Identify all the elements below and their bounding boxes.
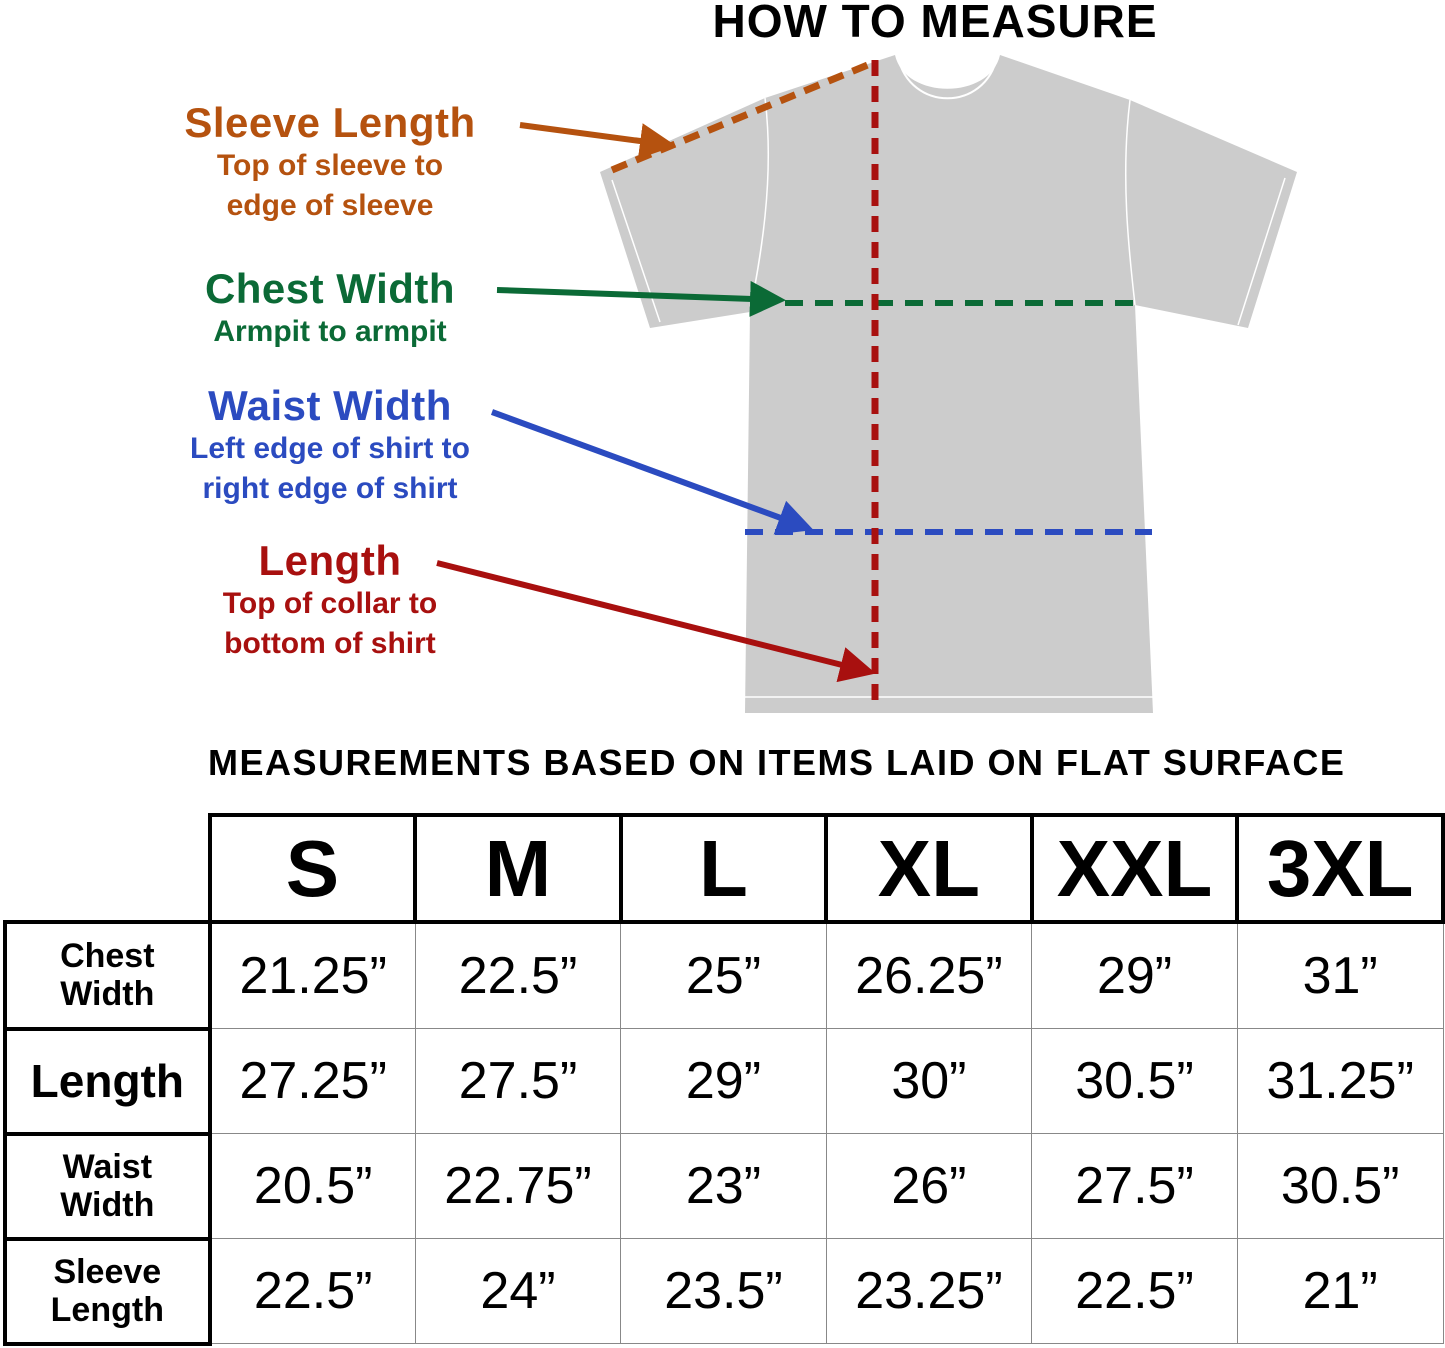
value-cell: 27.5” bbox=[414, 1028, 622, 1134]
sleeve-arrow-icon bbox=[519, 122, 676, 159]
table-subtitle: MEASUREMENTS BASED ON ITEMS LAID ON FLAT… bbox=[208, 742, 1346, 783]
corner-cell bbox=[5, 815, 210, 922]
value-cell: 26” bbox=[825, 1133, 1033, 1239]
row-label-sleeve-length: Sleeve Length bbox=[3, 1236, 212, 1346]
chest-arrow-icon bbox=[496, 280, 786, 317]
value-cell: 27.5” bbox=[1031, 1133, 1238, 1239]
row-label-length: Length bbox=[3, 1026, 212, 1136]
size-header: L bbox=[618, 813, 829, 924]
value-cell: 20.5” bbox=[209, 1133, 416, 1239]
value-cell: 23” bbox=[620, 1133, 827, 1239]
shirt-diagram bbox=[436, 55, 1297, 713]
value-cell: 27.25” bbox=[209, 1028, 416, 1134]
table-row: Waist Width 20.5” 22.75” 23” 26” 27.5” 30… bbox=[3, 1131, 1444, 1241]
sleeve-measure-line bbox=[610, 58, 877, 174]
value-cell: 21” bbox=[1236, 1238, 1444, 1344]
value-cell: 22.5” bbox=[1031, 1238, 1238, 1344]
value-cell: 30” bbox=[825, 1028, 1033, 1134]
size-header: M bbox=[413, 813, 623, 924]
value-cell: 22.75” bbox=[414, 1133, 622, 1239]
page-title: HOW TO MEASURE bbox=[712, 0, 1158, 47]
value-cell: 22.5” bbox=[414, 921, 622, 1029]
row-label-chest-width: Chest Width bbox=[3, 920, 212, 1031]
table-row: Sleeve Length 22.5” 24” 23.5” 23.25” 22.5… bbox=[3, 1236, 1444, 1346]
table-row: Chest Width 21.25” 22.5” 25” 26.25” 29” 3… bbox=[3, 920, 1444, 1031]
length-label: Length Top of collar to bottom of shirt bbox=[222, 537, 438, 661]
value-cell: 24” bbox=[414, 1238, 622, 1344]
value-cell: 31” bbox=[1236, 921, 1444, 1029]
size-header: S bbox=[207, 813, 418, 924]
size-header: XL bbox=[824, 813, 1034, 924]
value-cell: 30.5” bbox=[1031, 1028, 1238, 1134]
value-cell: 25” bbox=[620, 921, 827, 1029]
value-cell: 23.25” bbox=[825, 1238, 1033, 1344]
value-cell: 26.25” bbox=[825, 921, 1033, 1029]
table-row: Length 27.25” 27.5” 29” 30” 30.5” 31.25” bbox=[3, 1026, 1444, 1136]
value-cell: 29” bbox=[620, 1028, 827, 1134]
row-label-waist-width: Waist Width bbox=[3, 1131, 212, 1241]
size-header-row: S M L XL XXL 3XL bbox=[5, 813, 1445, 924]
size-header: 3XL bbox=[1235, 813, 1445, 924]
shirt-shape bbox=[600, 55, 1297, 713]
chest-width-label: Chest Width Armpit to armpit bbox=[204, 265, 456, 349]
value-cell: 29” bbox=[1031, 921, 1238, 1029]
size-chart-table: S M L XL XXL 3XL Chest Width 21.25” 22.5”… bbox=[3, 813, 1445, 1346]
value-cell: 22.5” bbox=[209, 1238, 416, 1344]
length-arrow-icon bbox=[436, 560, 876, 683]
sleeve-length-label: Sleeve Length Top of sleeve to edge of s… bbox=[184, 99, 476, 223]
value-cell: 30.5” bbox=[1236, 1133, 1444, 1239]
value-cell: 31.25” bbox=[1236, 1028, 1444, 1134]
value-cell: 21.25” bbox=[209, 921, 416, 1029]
value-cell: 23.5” bbox=[620, 1238, 827, 1344]
size-header: XXL bbox=[1029, 813, 1240, 924]
waist-arrow-icon bbox=[490, 409, 814, 535]
waist-width-label: Waist Width Left edge of shirt to right … bbox=[190, 382, 470, 506]
